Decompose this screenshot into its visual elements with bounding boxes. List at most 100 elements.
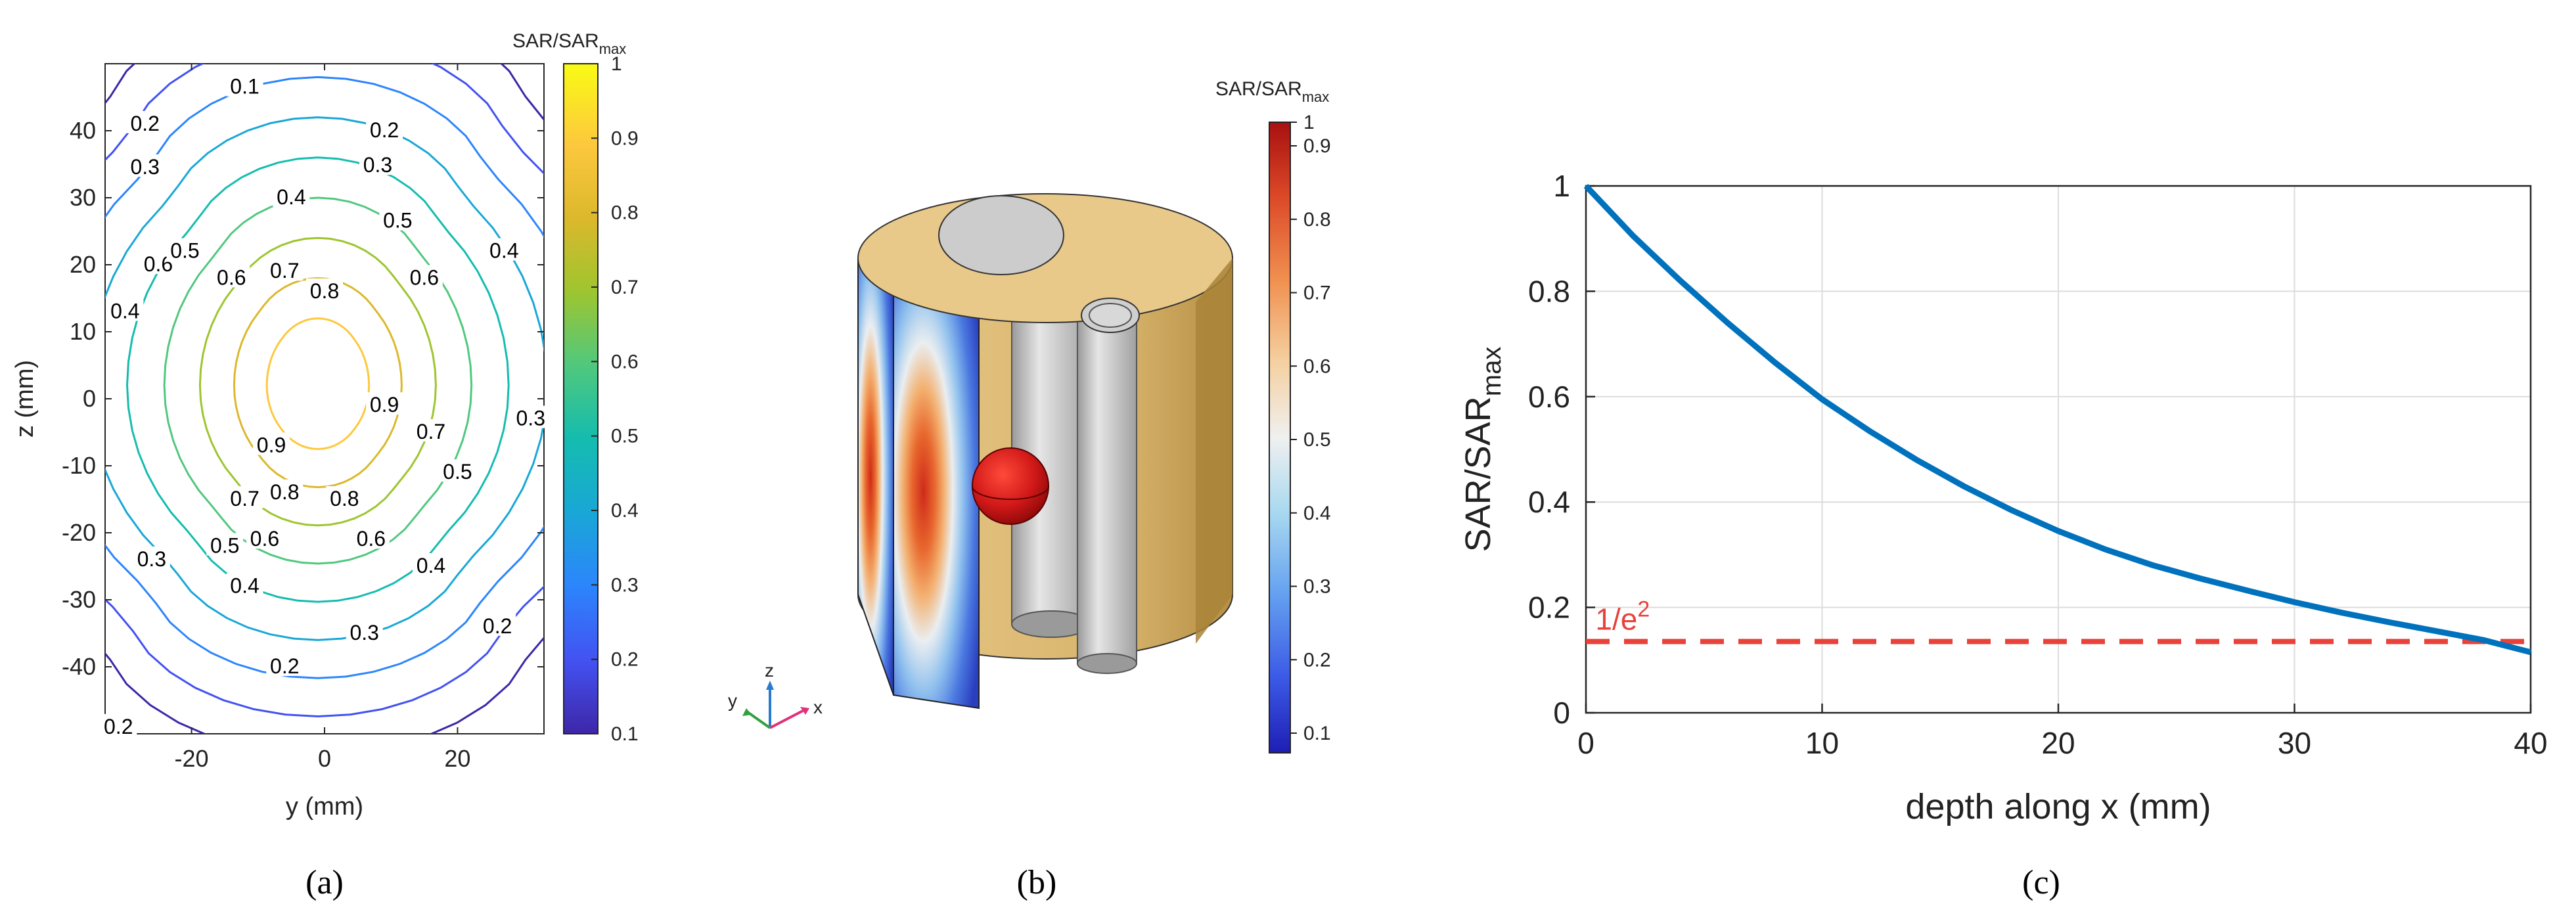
colorbar-b-tick-label: 1	[1303, 112, 1315, 133]
panel-a-xlabel: y (mm)	[286, 793, 363, 821]
contour-label-bg	[126, 154, 164, 177]
contour-label-bg	[512, 405, 549, 428]
contour-label-bg	[253, 432, 290, 455]
contour-label-bg	[366, 392, 403, 415]
contour-label-bg	[266, 654, 304, 676]
sar-plane-edge	[857, 257, 894, 696]
contour-label-bg	[226, 486, 263, 508]
contour-level-0.5	[125, 156, 510, 603]
colorbar-b-tick-label: 0.7	[1303, 282, 1331, 304]
contour-level-0.4	[105, 116, 544, 641]
colorbar-b-tick-label: 0.3	[1303, 576, 1331, 598]
triad-x-label: x	[813, 697, 823, 717]
contour-label-bg	[486, 238, 523, 261]
contour-label: 0.7	[270, 259, 299, 282]
y-tick-label: 40	[70, 117, 96, 144]
contour-label-bg	[126, 110, 164, 133]
panel-a-contour-lines	[105, 64, 544, 734]
colorbar-tick-label: 0.7	[611, 277, 639, 298]
catheter-rod-base	[1077, 653, 1137, 674]
contour-label: 0.4	[489, 239, 518, 263]
contour-label-bg	[106, 298, 144, 321]
colorbar-tick-label: 0.5	[611, 426, 639, 447]
contour-label: 0.2	[130, 112, 159, 135]
contour-level-0.3	[105, 76, 544, 679]
contour-label-bg	[479, 613, 516, 636]
contour-label-bg	[412, 553, 449, 575]
contour-label: 0.2	[483, 614, 512, 638]
cylinder-shadow	[1196, 258, 1232, 644]
contour-level-0.9	[265, 317, 371, 451]
contour-level-0.2	[105, 64, 544, 718]
c-x-tick-label: 30	[2278, 726, 2311, 760]
colorbar-b-tick-label: 0.8	[1303, 209, 1331, 231]
y-tick-label: -20	[62, 519, 96, 546]
c-y-tick-label: 1	[1553, 169, 1570, 203]
c-y-tick-label: 0.6	[1528, 380, 1570, 414]
contour-label: 0.6	[250, 527, 279, 551]
contour-label: 0.7	[230, 487, 259, 510]
contour-label-bg	[405, 265, 443, 288]
contour-label: 0.2	[270, 654, 299, 678]
contour-label-bg	[352, 526, 390, 549]
panel-a-ylabel: z (mm)	[11, 360, 39, 438]
contour-label: 0.3	[363, 153, 392, 177]
contour-label-bg	[439, 459, 476, 482]
colorbar-tick-label: 0.3	[611, 574, 639, 596]
contour-label-bg	[166, 238, 204, 261]
colorbar-b-tick-label: 0.4	[1303, 503, 1331, 524]
contour-label: 0.5	[383, 209, 412, 233]
contour-label-bg	[246, 526, 283, 549]
sar-curve	[1583, 183, 2532, 656]
panel-c-xlabel: depth along x (mm)	[1905, 787, 2211, 826]
contour-label-bg	[306, 278, 343, 301]
c-x-tick-label: 20	[2041, 726, 2075, 760]
colorbar-b-tick-label: 0.9	[1303, 135, 1331, 157]
tumor-sphere	[972, 447, 1049, 525]
colorbar-tick-label: 0.4	[611, 500, 639, 522]
panel-c-ticks: 0 10 20 30 40 0 0.2 0.4 0.6 0.8 1	[1528, 169, 2548, 760]
contour-label: 0.9	[257, 433, 286, 457]
triad-z-label: z	[765, 660, 774, 681]
panel-a: 0.1 0.2 0.2 0.3 0.3 0.4 0.5 0.6 0.5 0.6 0.7 0.6 0.4 0…	[11, 30, 639, 821]
c-x-tick-label: 40	[2514, 726, 2547, 760]
contour-label: 0.1	[230, 75, 259, 99]
contour-label-bg	[379, 208, 417, 231]
panel-c-ylabel: SAR/SARmax	[1458, 347, 1506, 552]
colorbar-b-tick-label: 0.6	[1303, 355, 1331, 377]
c-y-tick-label: 0	[1553, 696, 1570, 730]
panel-label-a: (a)	[305, 864, 344, 901]
y-tick-label: 0	[83, 385, 96, 412]
panel-b-colorbar-ticks: 10.9 0.8 0.7 0.6 0.5 0.4 0.3 0.2 0.1	[1290, 112, 1331, 744]
contour-label-bg	[412, 419, 449, 441]
contour-label-bg	[366, 118, 403, 140]
x-tick-label: -20	[175, 745, 209, 772]
contour-label: 0.2	[104, 715, 133, 738]
colorbar-tick-label: 0.8	[611, 202, 639, 224]
contour-label: 0.5	[170, 239, 199, 263]
panel-b-colorbar-title: SAR/SARmax	[1215, 78, 1329, 105]
contour-level-0.8	[233, 277, 403, 489]
contour-label-bg	[206, 533, 244, 556]
c-y-tick-label: 0.2	[1528, 591, 1570, 625]
contour-label: 0.5	[443, 460, 472, 484]
axis-triad: z x y	[728, 660, 823, 729]
contour-label-bg	[226, 74, 263, 97]
panel-a-colorbar-title: SAR/SARmax	[512, 30, 626, 57]
contour-level-0.1	[105, 64, 544, 734]
contour-level-0.7	[198, 236, 437, 527]
contour-label: 0.7	[417, 420, 445, 443]
colorbar-b-tick-label: 0.5	[1303, 429, 1331, 451]
y-tick-label: 20	[70, 251, 96, 278]
contour-label-bg	[133, 546, 170, 569]
contour-label-bg	[266, 258, 304, 281]
contour-label: 0.9	[370, 393, 399, 416]
contour-label: 0.8	[270, 480, 299, 504]
y-tick-label: -30	[62, 586, 96, 613]
x-tick-label: 0	[318, 745, 331, 772]
contour-label: 0.2	[370, 118, 399, 142]
colorbar-b-tick-label: 0.1	[1303, 723, 1331, 744]
contour-label: 0.8	[330, 487, 359, 510]
c-x-tick-label: 10	[1805, 726, 1839, 760]
